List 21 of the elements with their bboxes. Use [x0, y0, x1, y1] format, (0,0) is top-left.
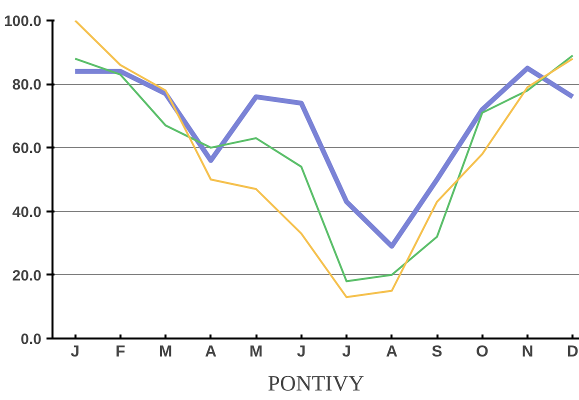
- y-tick-label: 60.0: [12, 140, 42, 158]
- x-tick-label: A: [205, 344, 218, 360]
- x-tick-label: O: [476, 344, 488, 360]
- x-tick-label: J: [70, 344, 80, 360]
- y-tick-label: 40.0: [12, 204, 42, 221]
- x-tick-label: N: [522, 344, 534, 360]
- x-tick-label: A: [386, 344, 398, 360]
- x-tick-label: S: [432, 344, 443, 360]
- y-tick-label: 100.0: [4, 13, 42, 30]
- line-series: [74, 20, 574, 298]
- x-tick-label: M: [249, 344, 263, 360]
- text: PONTIVY: [268, 370, 364, 396]
- x-tick-label: J: [342, 344, 351, 360]
- line-series: [74, 54, 574, 282]
- x-tick-label: D: [566, 344, 578, 360]
- y-tick-label: 0.0: [20, 331, 42, 348]
- x-tick-label: F: [115, 344, 126, 360]
- x-tick-label: J: [296, 344, 306, 360]
- y-tick-label: 80.0: [12, 76, 42, 94]
- y-tick-label: 20.0: [12, 267, 42, 284]
- x-tick-label: M: [158, 344, 172, 360]
